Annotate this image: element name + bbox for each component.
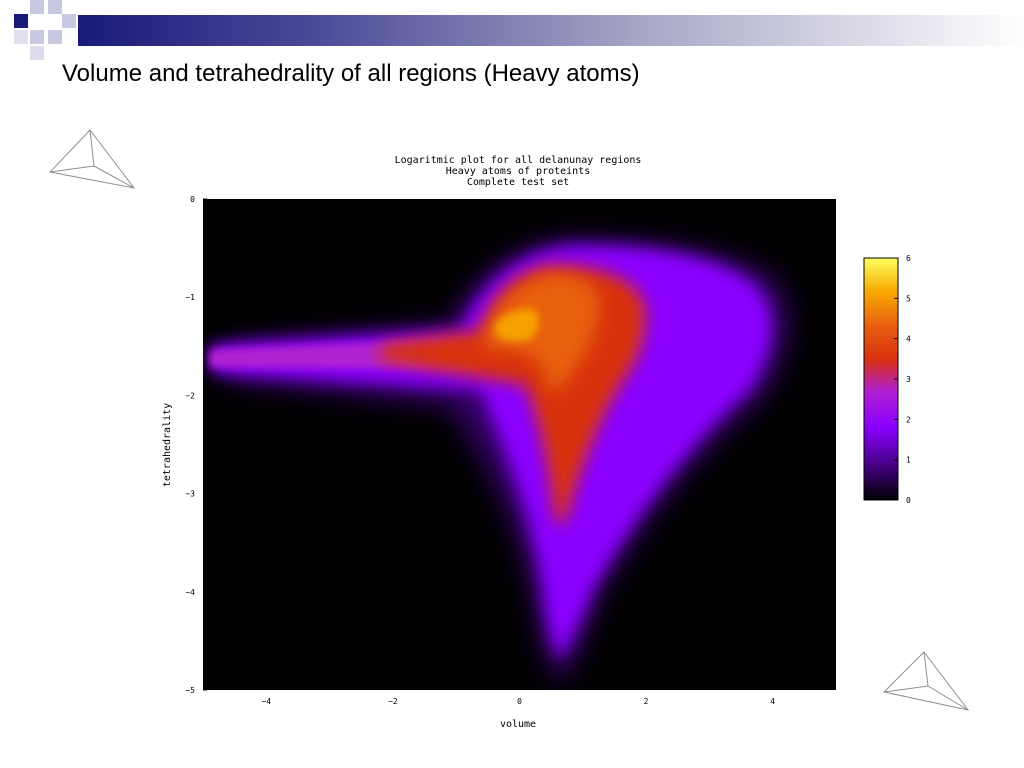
chart-title-line-1: Logaritmic plot for all delanunay region… (395, 155, 642, 166)
y-tick-label: −2 (185, 391, 195, 400)
x-tick-label: 4 (770, 697, 775, 706)
density-core (485, 274, 600, 390)
deco-square (48, 0, 62, 14)
deco-square (14, 30, 28, 44)
deco-square (62, 14, 76, 28)
colorbar-tick-label: 3 (906, 375, 911, 384)
colorbar-tick-label: 0 (906, 496, 911, 505)
y-tick-label: 0 (190, 195, 195, 204)
colorbar-tick-label: 1 (906, 456, 911, 465)
density-peak (495, 308, 539, 342)
colorbar-tick-label: 4 (906, 335, 911, 344)
corner-decoration (0, 0, 80, 62)
chart-title-line-3: Complete test set (467, 177, 569, 188)
colorbar (863, 257, 899, 501)
colorbar-tick-label: 6 (906, 254, 911, 263)
colorbar-tick-label: 2 (906, 415, 911, 424)
x-axis-label: volume (500, 719, 536, 730)
deco-square (30, 30, 44, 44)
density-heatmap (210, 240, 789, 685)
tetrahedron-icon (882, 651, 970, 711)
title-gradient-bar (78, 15, 1024, 46)
deco-square (30, 46, 44, 60)
x-tick-label: −4 (261, 697, 271, 706)
y-tick-label: −1 (185, 293, 195, 302)
colorbar-tick-label: 5 (906, 294, 911, 303)
x-tick-label: −2 (388, 697, 398, 706)
deco-square (30, 0, 44, 14)
y-tick-label: −3 (185, 490, 195, 499)
y-tick-label: −4 (185, 588, 195, 597)
heatmap-chart: Logaritmic plot for all delanunay region… (162, 155, 911, 730)
chart-title-line-2: Heavy atoms of proteints (446, 166, 591, 177)
y-axis-label: tetrahedrality (162, 403, 173, 487)
axes: −4 −2 0 2 4 0 −1 −2 −3 −4 −5 (185, 195, 775, 706)
tetrahedron-icon (49, 129, 136, 189)
deco-square (14, 14, 28, 28)
deco-square (48, 30, 62, 44)
y-tick-label: −5 (185, 686, 195, 695)
x-tick-label: 2 (644, 697, 649, 706)
x-tick-label: 0 (517, 697, 522, 706)
slide-title: Volume and tetrahedrality of all regions… (62, 60, 640, 87)
colorbar-ticks: 0 1 2 3 4 5 6 (894, 254, 911, 505)
